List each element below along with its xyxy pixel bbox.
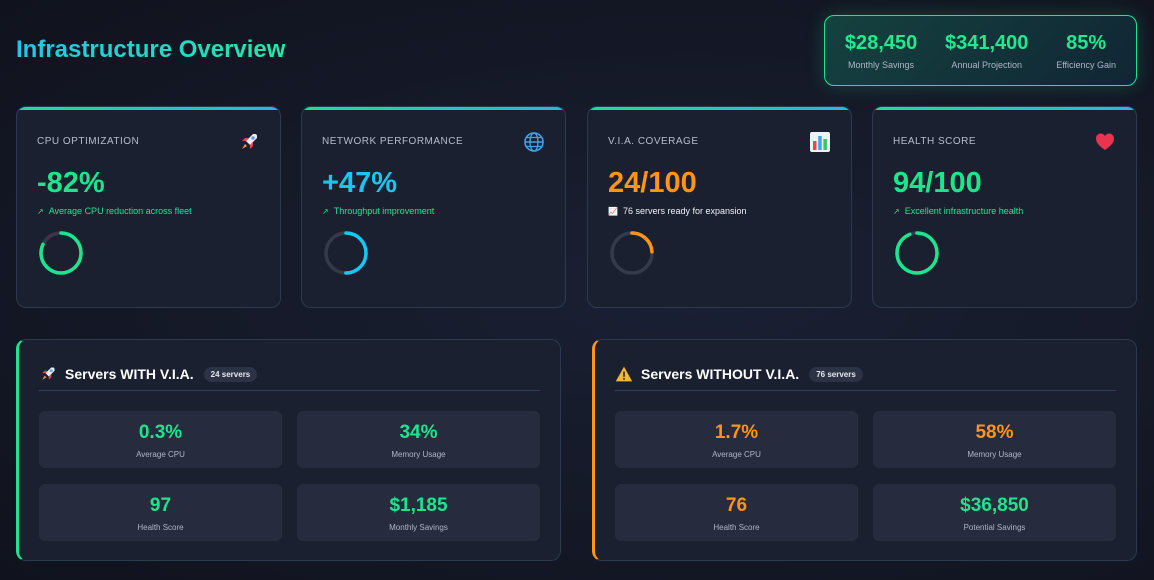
heart-icon: [1096, 133, 1114, 150]
stats-grid: 1.7% Average CPU 58% Memory Usage 76 Hea…: [615, 411, 1116, 541]
stat-label: Health Score: [713, 523, 760, 532]
stat-tile-average-cpu: 0.3% Average CPU: [39, 411, 282, 468]
server-count-badge: 76 servers: [809, 366, 863, 382]
stat-value: 58%: [975, 422, 1014, 443]
panel-title: Servers WITHOUT V.I.A.: [641, 366, 800, 382]
stat-tile-potential-savings: $36,850 Potential Savings: [873, 484, 1116, 541]
trend-up-icon: ↗: [37, 206, 44, 216]
kpi-label: NETWORK PERFORMANCE: [322, 136, 464, 147]
kpi-subtitle-text: 76 servers ready for expansion: [622, 206, 747, 216]
stat-value: $1,185: [389, 495, 448, 516]
summary-monthly-savings: $28,450 Monthly Savings: [845, 32, 917, 70]
summary-label: Annual Projection: [951, 59, 1022, 70]
rocket-icon: [42, 367, 55, 380]
kpi-subtitle: ↗ Throughput improvement: [322, 206, 434, 216]
stat-label: Average CPU: [136, 450, 185, 459]
stat-value: 76: [725, 495, 748, 516]
stat-value: 34%: [399, 422, 438, 443]
stat-label: Average CPU: [712, 450, 761, 459]
stats-grid: 0.3% Average CPU 34% Memory Usage 97 Hea…: [39, 411, 540, 541]
panel-title: Servers WITH V.I.A.: [65, 366, 194, 382]
kpi-value: +47%: [322, 167, 397, 199]
bar-chart-icon: [810, 132, 830, 152]
kpi-value: -82%: [37, 167, 105, 199]
stat-tile-memory-usage: 34% Memory Usage: [297, 411, 540, 468]
savings-summary: $28,450 Monthly Savings $341,400 Annual …: [824, 15, 1137, 86]
stat-label: Monthly Savings: [389, 523, 448, 532]
kpi-label: HEALTH SCORE: [893, 136, 977, 147]
stat-value: 1.7%: [714, 422, 759, 443]
kpi-value: 94/100: [893, 167, 982, 199]
stat-label: Memory Usage: [391, 450, 446, 459]
globe-icon: [524, 132, 544, 152]
kpi-subtitle-text: Excellent infrastructure health: [904, 206, 1024, 216]
stat-value: $36,850: [960, 495, 1029, 516]
summary-value: $341,400: [944, 31, 1029, 54]
progress-ring: [39, 231, 83, 275]
stat-label: Potential Savings: [963, 523, 1026, 532]
trend-up-icon: ↗: [322, 206, 329, 216]
kpi-card-cpu-optimization[interactable]: CPU OPTIMIZATION -82% ↗ Average CPU redu…: [16, 106, 281, 308]
rocket-icon: [242, 134, 257, 149]
panel-servers-with-via: Servers WITH V.I.A. 24 servers 0.3% Aver…: [16, 339, 561, 561]
panel-header: Servers WITH V.I.A. 24 servers: [39, 358, 540, 391]
summary-value: $28,450: [844, 31, 918, 54]
panel-servers-without-via: Servers WITHOUT V.I.A. 76 servers 1.7% A…: [592, 339, 1137, 561]
kpi-card-health-score[interactable]: HEALTH SCORE 94/100 ↗ Excellent infrastr…: [872, 106, 1137, 308]
progress-ring: [895, 231, 939, 275]
page-title: Infrastructure Overview: [16, 36, 286, 63]
panel-header: Servers WITHOUT V.I.A. 76 servers: [615, 358, 1116, 391]
stat-label: Memory Usage: [967, 450, 1022, 459]
kpi-label: V.I.A. COVERAGE: [608, 136, 699, 147]
summary-label: Efficiency Gain: [1056, 59, 1117, 70]
stat-tile-health-score: 76 Health Score: [615, 484, 858, 541]
server-count-badge: 24 servers: [203, 366, 258, 382]
summary-annual-projection: $341,400 Annual Projection: [945, 32, 1028, 70]
kpi-subtitle: ↗ Average CPU reduction across fleet: [37, 206, 192, 216]
kpi-value: 24/100: [608, 167, 697, 199]
kpi-card-network-performance[interactable]: NETWORK PERFORMANCE +47% ↗ Throughput im…: [301, 106, 566, 308]
chart-increasing-icon: 📈: [608, 206, 618, 216]
summary-value: 85%: [1066, 31, 1107, 54]
stat-tile-average-cpu: 1.7% Average CPU: [615, 411, 858, 468]
warning-icon: [615, 366, 633, 382]
stat-value: 97: [149, 495, 172, 516]
progress-ring: [324, 231, 368, 275]
progress-ring: [610, 231, 654, 275]
kpi-subtitle: ↗ Excellent infrastructure health: [893, 206, 1023, 216]
kpi-subtitle-text: Average CPU reduction across fleet: [48, 206, 192, 216]
summary-label: Monthly Savings: [848, 59, 915, 70]
stat-tile-health-score: 97 Health Score: [39, 484, 282, 541]
stat-tile-monthly-savings: $1,185 Monthly Savings: [297, 484, 540, 541]
kpi-card-via-coverage[interactable]: V.I.A. COVERAGE 24/100 📈 76 servers read…: [587, 106, 852, 308]
stat-label: Health Score: [137, 523, 184, 532]
summary-efficiency-gain: 85% Efficiency Gain: [1056, 32, 1116, 70]
trend-up-icon: ↗: [893, 206, 900, 216]
stat-value: 0.3%: [138, 422, 183, 443]
stat-tile-memory-usage: 58% Memory Usage: [873, 411, 1116, 468]
kpi-label: CPU OPTIMIZATION: [37, 136, 140, 147]
kpi-subtitle: 📈 76 servers ready for expansion: [608, 206, 747, 216]
kpi-subtitle-text: Throughput improvement: [333, 206, 435, 216]
